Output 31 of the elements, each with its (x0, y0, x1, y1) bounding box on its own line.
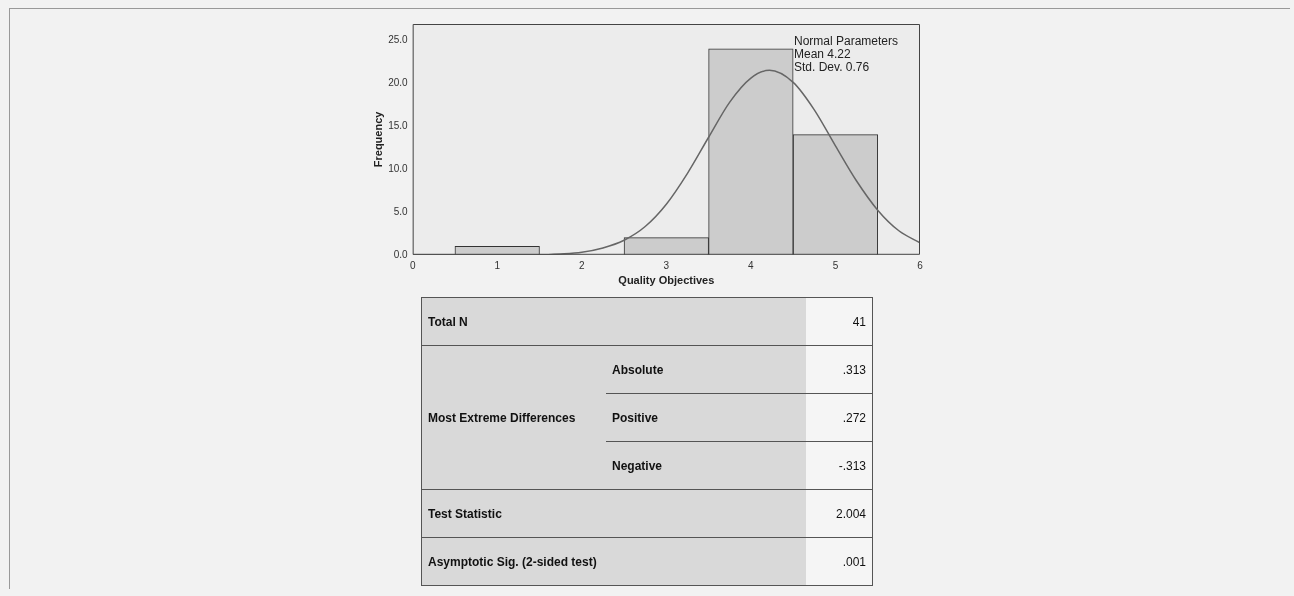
y-tick-label: 15.0 (388, 119, 409, 131)
y-tick-label: 10.0 (388, 162, 409, 174)
x-tick-label: 2 (578, 259, 585, 271)
text: .272 (806, 393, 873, 442)
y-axis-title: Frequency (371, 110, 384, 168)
y-tick-label: 0.0 (393, 248, 409, 260)
annotation: Mean 4.22 (794, 47, 852, 62)
x-tick-label: 4 (748, 259, 755, 271)
annotation: Std. Dev. 0.76 (794, 60, 870, 75)
text: Test Statistic (421, 489, 806, 538)
text: Most Extreme Differences (421, 345, 606, 490)
y-tick-label: 25.0 (388, 34, 409, 46)
text: Positive (606, 393, 806, 442)
text: Negative (606, 441, 806, 490)
x-tick-label: 1 (494, 259, 501, 271)
text: Asymptotic Sig. (2-sided test) (421, 537, 806, 586)
x-tick-label: 5 (832, 259, 839, 271)
text: 2.004 (806, 489, 873, 538)
x-tick-label: 0 (409, 259, 416, 271)
y-tick-label: 20.0 (388, 76, 409, 88)
annotation: Normal Parameters (794, 34, 899, 49)
y-tick-label: 5.0 (393, 205, 409, 217)
text: 41 (806, 297, 873, 346)
text: Total N (421, 297, 806, 346)
text: Absolute (606, 345, 806, 394)
text: -.313 (806, 441, 873, 490)
x-tick-label: 6 (917, 259, 924, 271)
x-tick-label: 3 (663, 259, 670, 271)
x-axis-title: Quality Objectives (618, 274, 715, 287)
text: .313 (806, 345, 873, 394)
text: .001 (806, 537, 873, 586)
